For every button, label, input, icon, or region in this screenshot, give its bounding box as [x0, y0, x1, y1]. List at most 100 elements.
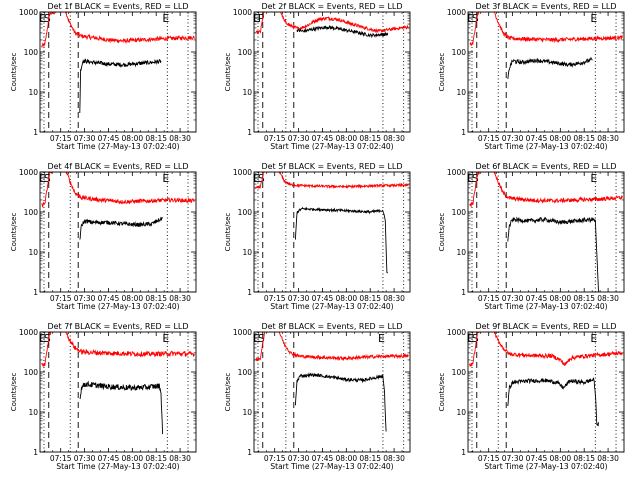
x-tick-label: 08:30: [383, 294, 405, 303]
y-tick-label: 10: [242, 88, 252, 97]
panel-title: Det 8f BLACK = Events, RED = LLD: [261, 322, 402, 331]
y-tick-label: 1: [33, 448, 38, 457]
events-series-line: [79, 58, 162, 114]
x-tick-label: 08:15: [573, 294, 595, 303]
panel-title: Det 5f BLACK = Events, RED = LLD: [261, 162, 402, 171]
marker-label: E: [590, 12, 597, 25]
events-series-line: [507, 377, 599, 427]
lld-series-line: [41, 12, 195, 49]
y-axis-label: Counts/sec: [10, 373, 18, 412]
x-tick-label: 07:30: [502, 454, 524, 463]
marker-label: E: [253, 12, 260, 25]
lld-series-line: [255, 172, 409, 190]
x-tick-label: 07:15: [50, 134, 72, 143]
x-tick-label: 07:45: [526, 454, 548, 463]
x-tick-label: 08:15: [145, 294, 167, 303]
detector-panel: Det 8f BLACK = Events, RED = LLD 1 10 100 10…: [224, 322, 411, 471]
y-axis-label: Counts/sec: [438, 213, 446, 252]
detector-panel: Det 7f BLACK = Events, RED = LLD 1 10 100 10…: [10, 322, 197, 471]
events-series-line: [79, 380, 164, 435]
y-tick-label: 10: [28, 408, 38, 417]
x-tick-label: 08:00: [550, 134, 572, 143]
y-axis-label: Counts/sec: [224, 373, 232, 412]
y-axis-label: Counts/sec: [10, 213, 18, 252]
x-axis-label: Start Time (27-May-13 07:02:40): [56, 462, 179, 471]
panel-title: Det 3f BLACK = Events, RED = LLD: [475, 2, 616, 11]
y-axis-label: Counts/sec: [224, 53, 232, 92]
x-tick-label: 07:30: [74, 454, 96, 463]
marker-label: E: [162, 12, 169, 25]
x-axis-label: Start Time (27-May-13 07:02:40): [270, 302, 393, 311]
x-tick-label: 08:30: [597, 134, 619, 143]
marker-label: E: [39, 12, 46, 25]
lld-series-line: [469, 172, 623, 207]
x-tick-label: 07:30: [288, 134, 310, 143]
events-series-line: [507, 216, 599, 292]
marker-label: E: [39, 332, 46, 345]
x-axis-label: Start Time (27-May-13 07:02:40): [270, 142, 393, 151]
plot-frame: [467, 171, 625, 293]
x-tick-label: 08:30: [597, 454, 619, 463]
plot-frame: [467, 331, 625, 453]
y-tick-label: 100: [452, 208, 467, 217]
plot-frame: [39, 331, 197, 453]
marker-label: E: [162, 332, 169, 345]
detector-panel: Det 3f BLACK = Events, RED = LLD 1 10 100 10…: [438, 2, 625, 151]
plot-frame: [467, 11, 625, 133]
x-tick-label: 07:30: [502, 294, 524, 303]
y-tick-label: 1: [461, 288, 466, 297]
marker-label: S: [44, 12, 51, 25]
x-tick-label: 07:45: [312, 294, 334, 303]
events-series-line: [79, 216, 163, 240]
y-tick-label: 1000: [233, 8, 252, 17]
y-tick-label: 1: [33, 128, 38, 137]
x-tick-label: 08:15: [359, 134, 381, 143]
y-tick-label: 10: [242, 248, 252, 257]
y-tick-label: 1000: [19, 168, 38, 177]
x-tick-label: 07:45: [312, 454, 334, 463]
y-tick-label: 10: [28, 248, 38, 257]
x-tick-label: 08:00: [336, 454, 358, 463]
x-tick-label: 07:15: [478, 454, 500, 463]
x-tick-label: 08:00: [122, 294, 144, 303]
marker-label: E: [467, 12, 474, 25]
plot-frame: [253, 331, 411, 453]
y-tick-label: 1: [247, 448, 252, 457]
y-tick-label: 100: [452, 368, 467, 377]
panel-title: Det 1f BLACK = Events, RED = LLD: [47, 2, 188, 11]
x-tick-label: 08:15: [145, 134, 167, 143]
marker-label: S: [472, 172, 479, 185]
lld-series-line: [469, 12, 623, 46]
detector-panel: Det 4f BLACK = Events, RED = LLD 1 10 100 10…: [10, 162, 197, 311]
x-tick-label: 08:30: [169, 134, 191, 143]
marker-label: E: [162, 172, 169, 185]
events-series-line: [294, 372, 387, 432]
marker-label: E: [378, 332, 385, 345]
lld-series-line: [41, 332, 195, 368]
marker-label: E: [467, 332, 474, 345]
lld-series-line: [41, 172, 195, 208]
y-tick-label: 1000: [233, 328, 252, 337]
lld-series-line: [469, 332, 623, 367]
y-tick-label: 1: [247, 128, 252, 137]
x-tick-label: 07:30: [288, 454, 310, 463]
y-tick-label: 10: [28, 88, 38, 97]
panel-title: Det 4f BLACK = Events, RED = LLD: [47, 162, 188, 171]
x-tick-label: 07:15: [478, 294, 500, 303]
lld-series-line: [255, 332, 409, 362]
y-tick-label: 100: [452, 48, 467, 57]
x-axis-label: Start Time (27-May-13 07:02:40): [484, 302, 607, 311]
x-tick-label: 08:00: [550, 294, 572, 303]
y-tick-label: 100: [24, 368, 39, 377]
x-tick-label: 07:30: [74, 294, 96, 303]
y-tick-label: 1: [33, 288, 38, 297]
x-tick-label: 08:15: [359, 454, 381, 463]
x-tick-label: 07:15: [264, 294, 286, 303]
x-tick-label: 07:45: [98, 454, 120, 463]
x-tick-label: 08:00: [122, 454, 144, 463]
x-tick-label: 08:15: [359, 294, 381, 303]
y-tick-label: 10: [456, 88, 466, 97]
marker-label: S: [44, 332, 51, 345]
y-tick-label: 10: [456, 408, 466, 417]
